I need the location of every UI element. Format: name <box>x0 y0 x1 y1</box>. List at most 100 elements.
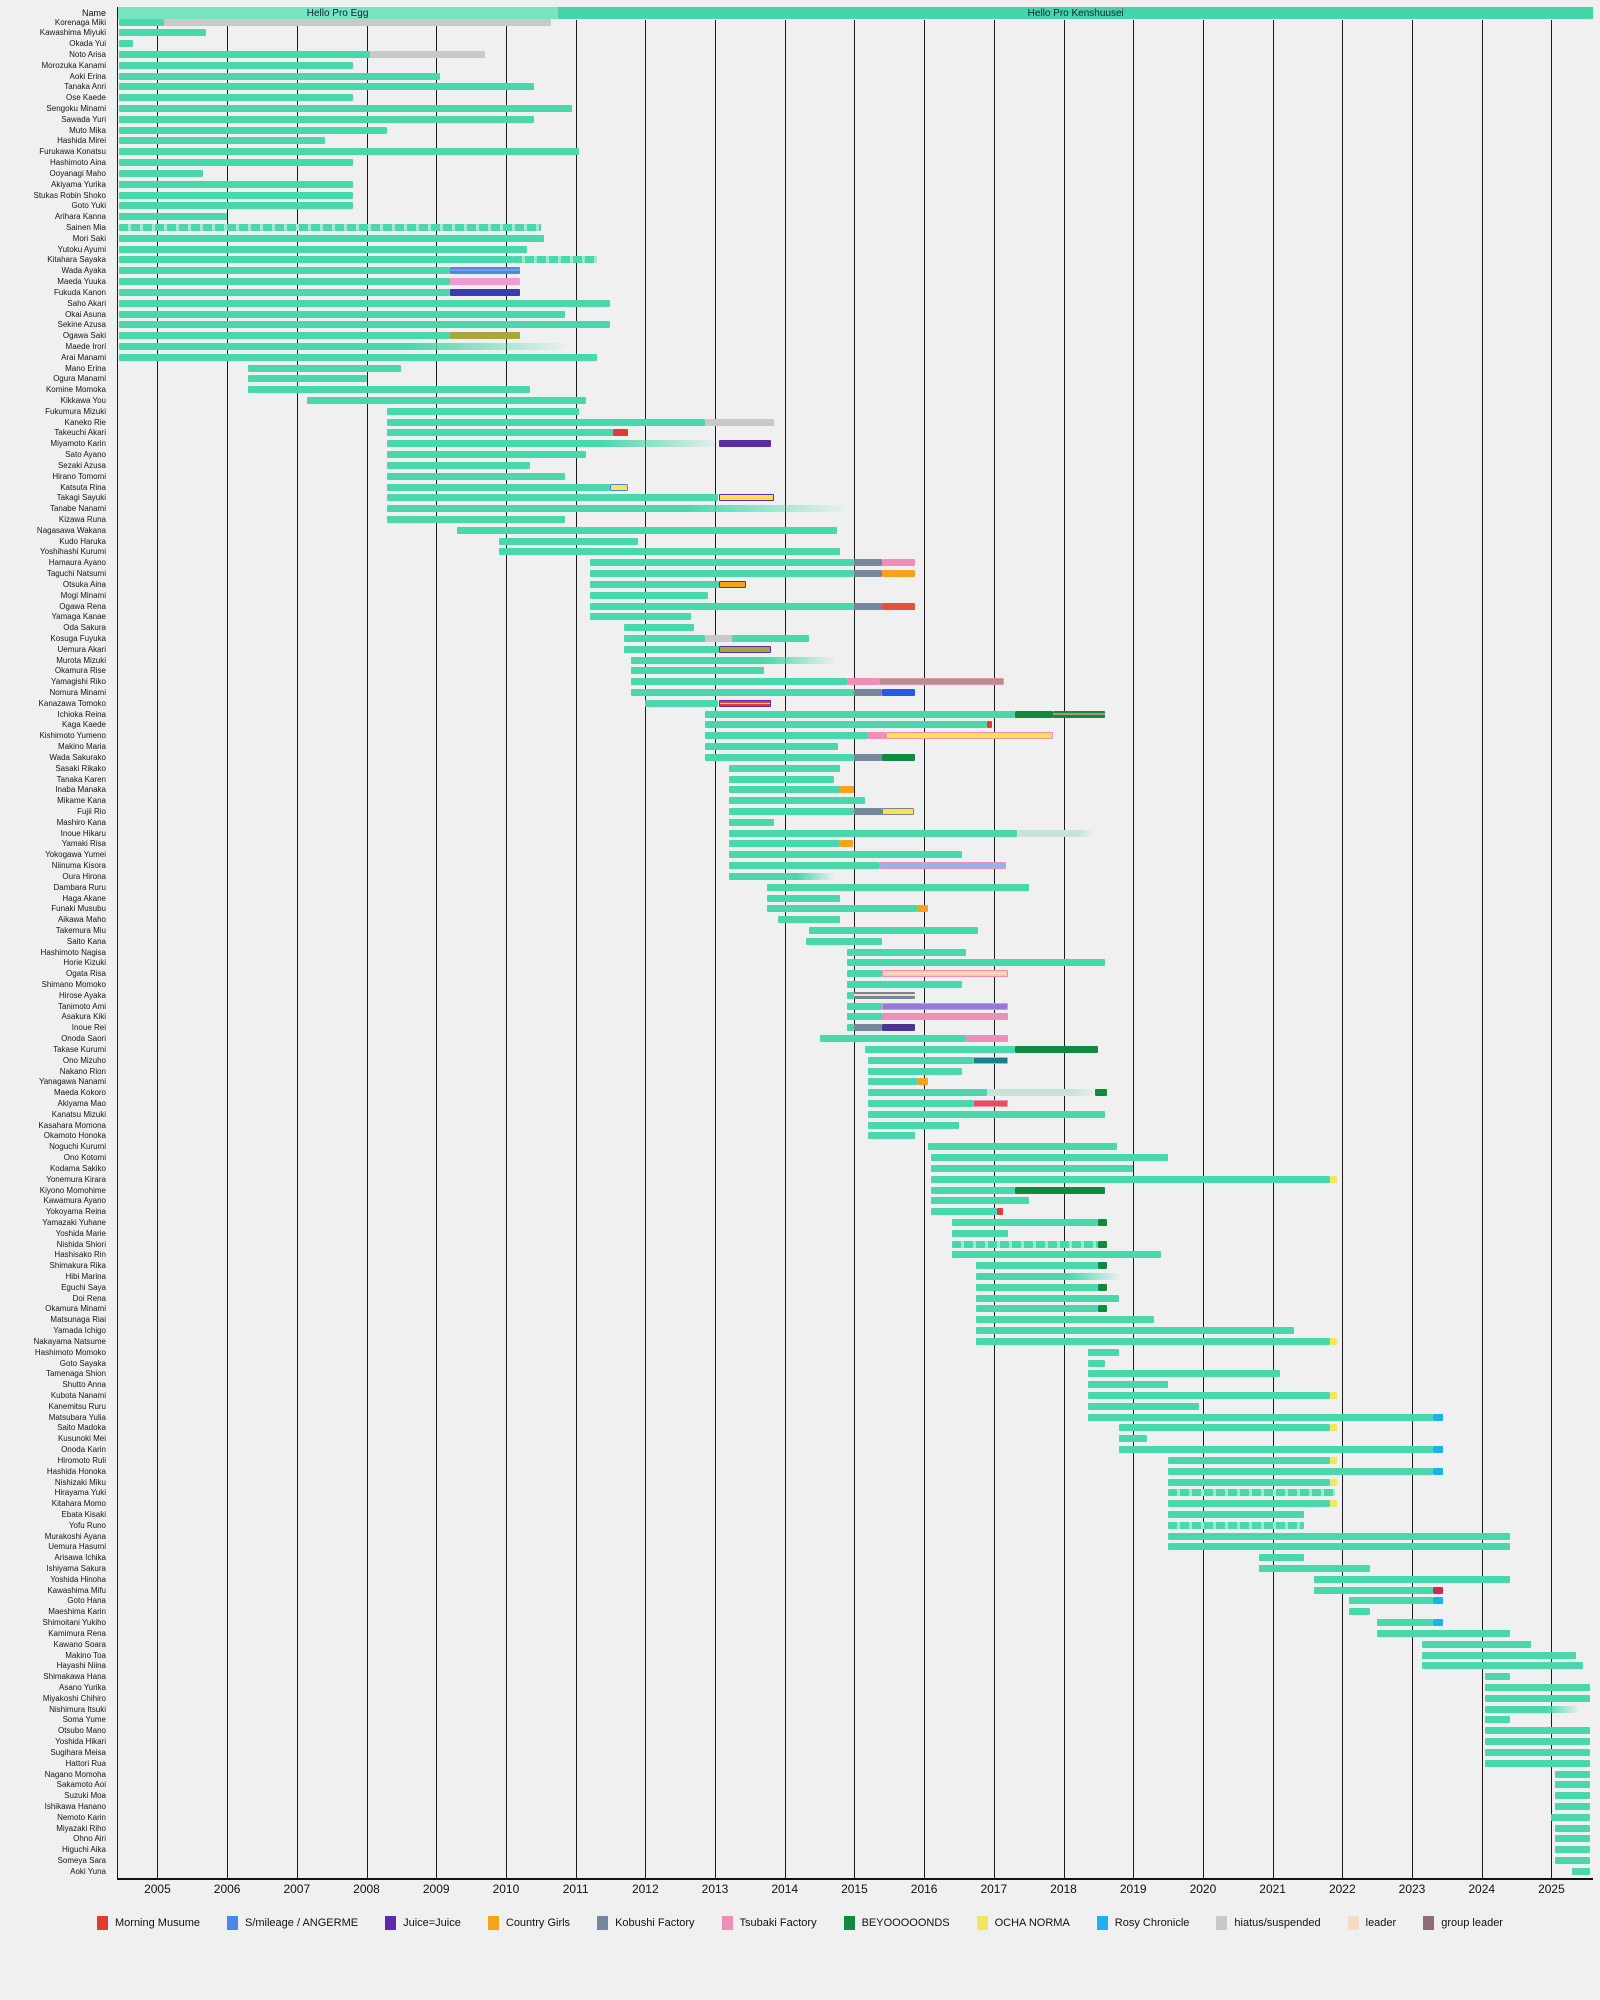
member-name-label: Taguchi Natsumi <box>46 569 106 579</box>
timeline-segment-k <box>387 418 705 426</box>
year-gridline <box>1342 20 1344 1878</box>
timeline-segment-by <box>1098 1305 1107 1313</box>
timeline-segment-kf <box>387 505 844 513</box>
timeline-segment-k <box>847 991 855 999</box>
member-name-label: Saito Kana <box>66 936 106 946</box>
timeline-segment-k <box>119 94 353 102</box>
member-name-label: Ono Mizuho <box>62 1055 106 1065</box>
year-tick-label: 2021 <box>1259 1882 1286 1896</box>
timeline-segment-k <box>868 1078 918 1086</box>
member-name-label: Yanagawa Nanami <box>38 1077 106 1087</box>
timeline-segment-k <box>952 1229 1008 1237</box>
timeline-segment-k <box>1349 1608 1371 1616</box>
timeline-segment-k <box>589 591 709 599</box>
timeline-segment-k <box>847 981 963 989</box>
legend-label: Kobushi Factory <box>615 1917 695 1929</box>
year-tick-label: 2013 <box>701 1882 729 1896</box>
member-name-label: Nakayama Natsume <box>33 1336 106 1346</box>
member-name-label: Katsuta Rina <box>60 482 106 492</box>
timeline-segment-ht <box>986 1089 1095 1097</box>
legend-item: S/mileage / ANGERME <box>226 1916 358 1930</box>
year-gridline <box>436 20 438 1878</box>
year-gridline <box>784 20 786 1878</box>
timeline-segment-k <box>976 1262 1099 1270</box>
member-name-label: Shimakawa Hana <box>43 1672 106 1682</box>
member-name-label: Nishizaki Miku <box>54 1477 106 1487</box>
member-name-label: Tamenaga Shion <box>45 1369 106 1379</box>
timeline-segment-k <box>1554 1857 1590 1865</box>
timeline-segment-jj_or <box>718 580 747 588</box>
timeline-segment-ks <box>512 256 597 264</box>
timeline-segment-on <box>1329 1424 1337 1432</box>
member-name-label: Ebata Kisaki <box>61 1509 106 1519</box>
legend-swatch-mm <box>97 1916 108 1930</box>
member-name-label: Hayashi Niina <box>56 1661 106 1671</box>
member-name-label: Stukas Robin Shoko <box>33 190 107 200</box>
timeline-segment-k <box>119 83 534 91</box>
timeline-segment-k <box>119 105 573 113</box>
member-name-label: Arihara Kanna <box>54 212 106 222</box>
timeline-segment-k <box>931 1186 1015 1194</box>
timeline-segment-k <box>931 1197 1029 1205</box>
timeline-segment-k <box>767 894 841 902</box>
timeline-segment-k <box>1087 1370 1280 1378</box>
timeline-segment-k <box>119 332 451 340</box>
year-gridline <box>1481 20 1483 1878</box>
timeline-segment-tf <box>882 559 916 567</box>
member-name-label: Asakura Kiki <box>61 1012 106 1022</box>
member-name-label: Sasaki Rikako <box>55 763 106 773</box>
member-name-label: Okamura Minami <box>45 1304 106 1314</box>
member-name-label: Higuchi Aika <box>61 1845 106 1855</box>
timeline-segment-by <box>1098 1262 1107 1270</box>
timeline-segment-ht <box>1016 829 1094 837</box>
member-name-label: Kusunoki Mei <box>57 1434 106 1444</box>
legend-label: hiatus/suspended <box>1234 1917 1321 1929</box>
timeline-segment-k <box>589 580 719 588</box>
legend-item: Juice=Juice <box>385 1916 461 1930</box>
member-name-label: Kitahara Momo <box>51 1499 106 1509</box>
timeline-segment-k <box>868 1056 973 1064</box>
name-column-header: Name <box>81 8 106 18</box>
timeline-segment-k <box>1554 1835 1590 1843</box>
timeline-segment-k <box>387 483 611 491</box>
member-name-label: Miyakoshi Chihiro <box>42 1693 106 1703</box>
member-name-label: Yamagishi Riko <box>51 677 106 687</box>
member-name-label: Hamaura Ayano <box>48 558 106 568</box>
timeline-segment-k <box>1485 1759 1590 1767</box>
timeline-segment-sm2 <box>450 267 520 275</box>
timeline-segment-k <box>387 515 566 523</box>
timeline-segment-k <box>976 1337 1330 1345</box>
timeline-segment-on <box>1329 1478 1337 1486</box>
member-name-label: Matsunaga Riai <box>50 1315 106 1325</box>
timeline-segment-k <box>728 775 834 783</box>
member-name-label: Yoshihashi Kurumi <box>40 547 106 557</box>
timeline-segment-k <box>119 115 534 123</box>
legend-item: Country Girls <box>487 1916 570 1930</box>
member-name-label: Hirayama Yuki <box>54 1488 106 1498</box>
member-name-label: Kudo Haruka <box>59 536 106 546</box>
year-tick-label: 2017 <box>980 1882 1008 1896</box>
member-name-label: Shimoitani Yukiho <box>42 1618 106 1628</box>
member-name-label: Arisawa Ichika <box>54 1553 106 1563</box>
timeline-segment-tf_rd <box>972 1100 1008 1107</box>
timeline-segment-rd <box>882 602 916 610</box>
year-tick-label: 2007 <box>283 1882 311 1896</box>
timeline-segment-kb <box>854 689 883 697</box>
timeline-segment-jj_ol <box>718 645 771 653</box>
timeline-segment-mm <box>997 1208 1003 1216</box>
year-tick-label: 2014 <box>771 1882 799 1896</box>
timeline-segment-cg <box>882 570 916 578</box>
timeline-segment-k <box>119 310 566 318</box>
timeline-segment-kb <box>854 807 883 815</box>
timeline-segment-k <box>1168 1543 1510 1551</box>
timeline-segment-k <box>728 764 841 772</box>
timeline-segment-k <box>728 818 775 826</box>
timeline-segment-k <box>498 537 639 545</box>
timeline-segment-cg <box>840 786 855 794</box>
timeline-segment-k <box>1377 1619 1433 1627</box>
member-name-label: Noto Arisa <box>69 49 106 59</box>
legend-item: Morning Musume <box>97 1916 200 1930</box>
timeline-segment-k <box>589 570 855 578</box>
timeline-segment-k <box>119 278 451 286</box>
timeline-segment-k <box>1314 1586 1433 1594</box>
